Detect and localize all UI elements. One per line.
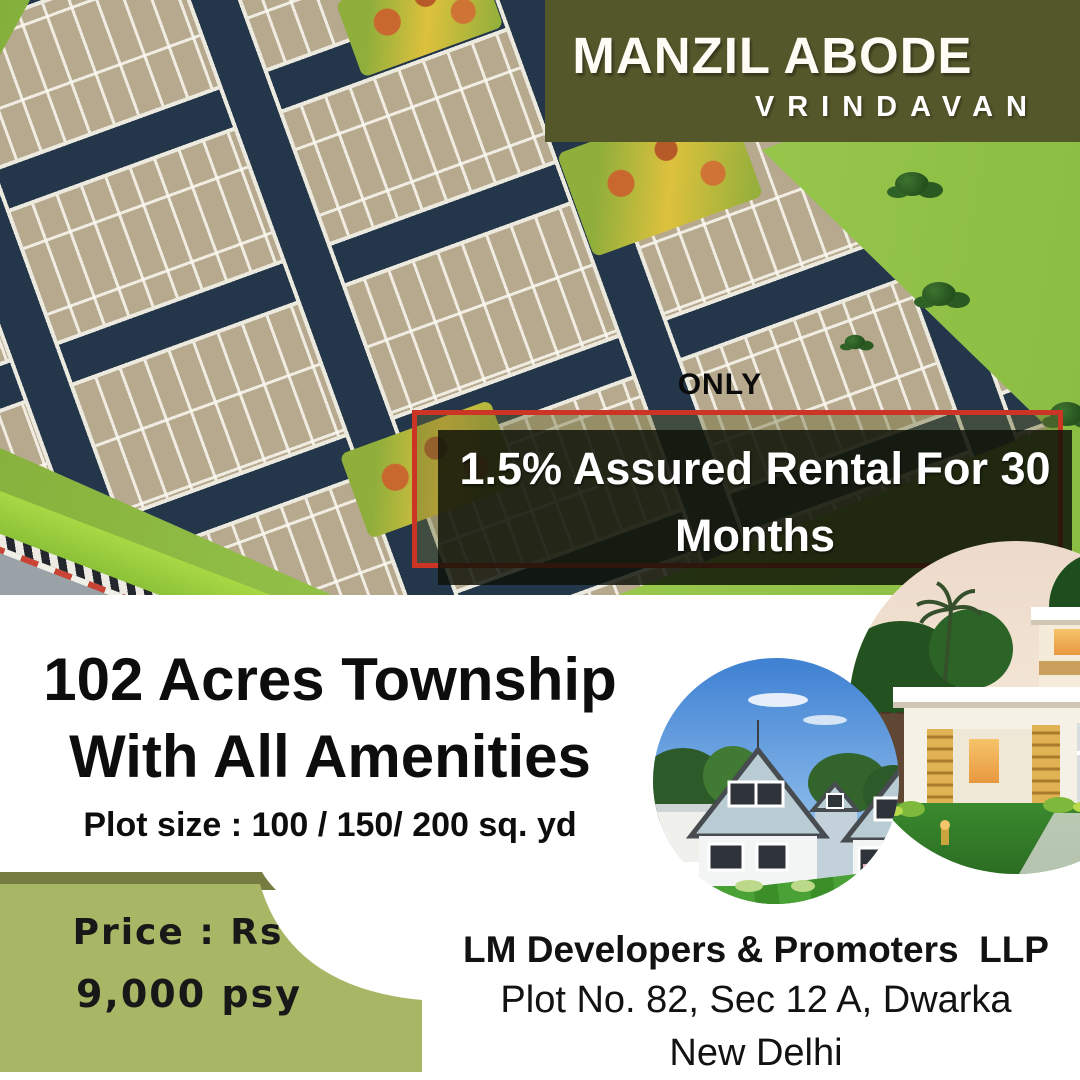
tree-icon (895, 172, 929, 196)
developer-address-line2: New Delhi (669, 1032, 843, 1075)
price-label: Price : Rs (72, 912, 284, 953)
price-box (0, 872, 422, 1072)
developer-address-line1: Plot No. 82, Sec 12 A, Dwarka (500, 979, 1012, 1022)
developer-name: LM Developers & Promoters LLP (463, 929, 1049, 970)
cottage-houses-illustration (653, 658, 899, 904)
offer-banner: 1.5% Assured Rental For 30 Months (438, 430, 1072, 585)
headline: 102 Acres Township With All Amenities (10, 642, 650, 796)
park-patch (335, 0, 504, 78)
project-banner: MANZIL ABODE VRINDAVAN (545, 0, 1080, 142)
cottage-houses-photo (653, 658, 899, 904)
price-value: 9,000 psy (75, 972, 303, 1016)
developer-info: LM Developers & Promoters LLP Plot No. 8… (440, 926, 1072, 1080)
offer-line1: 1.5% Assured Rental For 30 (459, 443, 1051, 494)
offer-eyebrow: ONLY (677, 368, 763, 401)
headline-line1: 102 Acres Township (43, 646, 617, 713)
offer-line2: Months (675, 510, 835, 561)
tree-icon (844, 334, 866, 350)
tree-icon (922, 282, 956, 306)
plot-size-text: Plot size : 100 / 150/ 200 sq. yd (83, 806, 577, 844)
headline-line2: With All Amenities (69, 722, 591, 790)
project-subtitle: VRINDAVAN (754, 91, 1040, 123)
project-title: MANZIL ABODE (572, 27, 973, 84)
